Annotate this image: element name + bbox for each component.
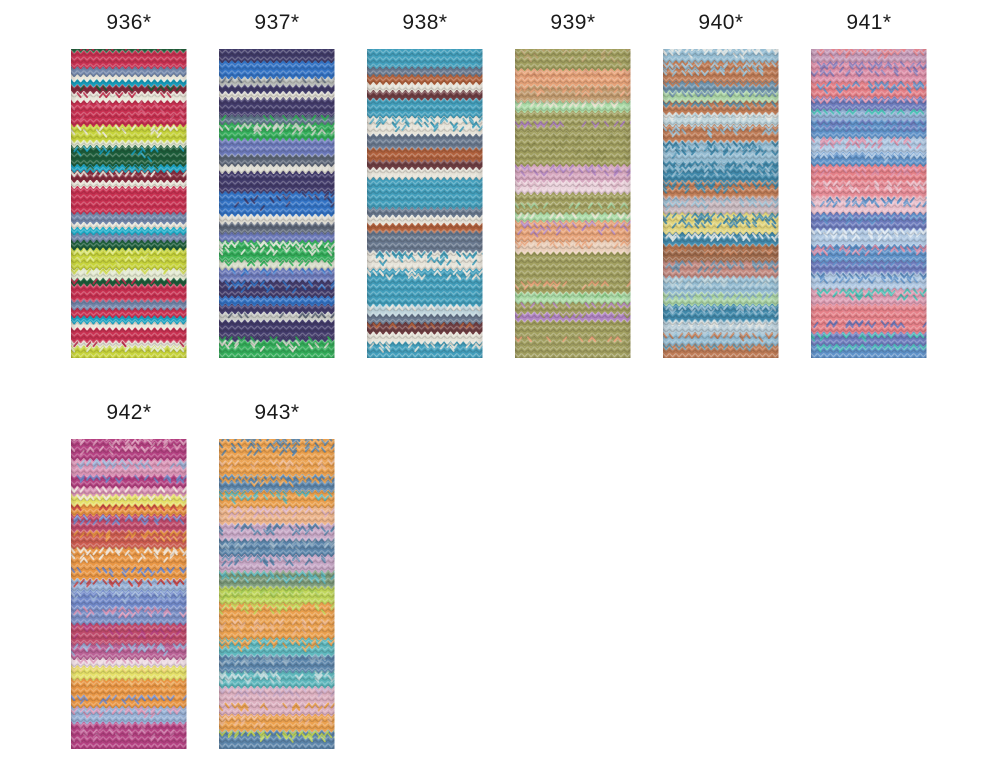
swatch-label-940: 940* <box>698 11 744 34</box>
swatch-image-943 <box>219 439 335 749</box>
swatch-label-939: 939* <box>550 11 596 34</box>
swatch-image-937 <box>219 49 335 358</box>
swatch-image-940 <box>663 49 779 358</box>
swatch-label-936: 936* <box>106 11 152 34</box>
swatch-image-938 <box>367 49 483 358</box>
swatch-label-938: 938* <box>402 11 448 34</box>
swatch-image-939 <box>515 49 631 358</box>
swatch-label-943: 943* <box>254 401 300 424</box>
swatch-label-941: 941* <box>846 11 892 34</box>
swatch-image-936 <box>71 49 187 358</box>
swatch-image-942 <box>71 439 187 749</box>
swatch-image-941 <box>811 49 927 358</box>
swatch-label-937: 937* <box>254 11 300 34</box>
swatch-label-942: 942* <box>106 401 152 424</box>
